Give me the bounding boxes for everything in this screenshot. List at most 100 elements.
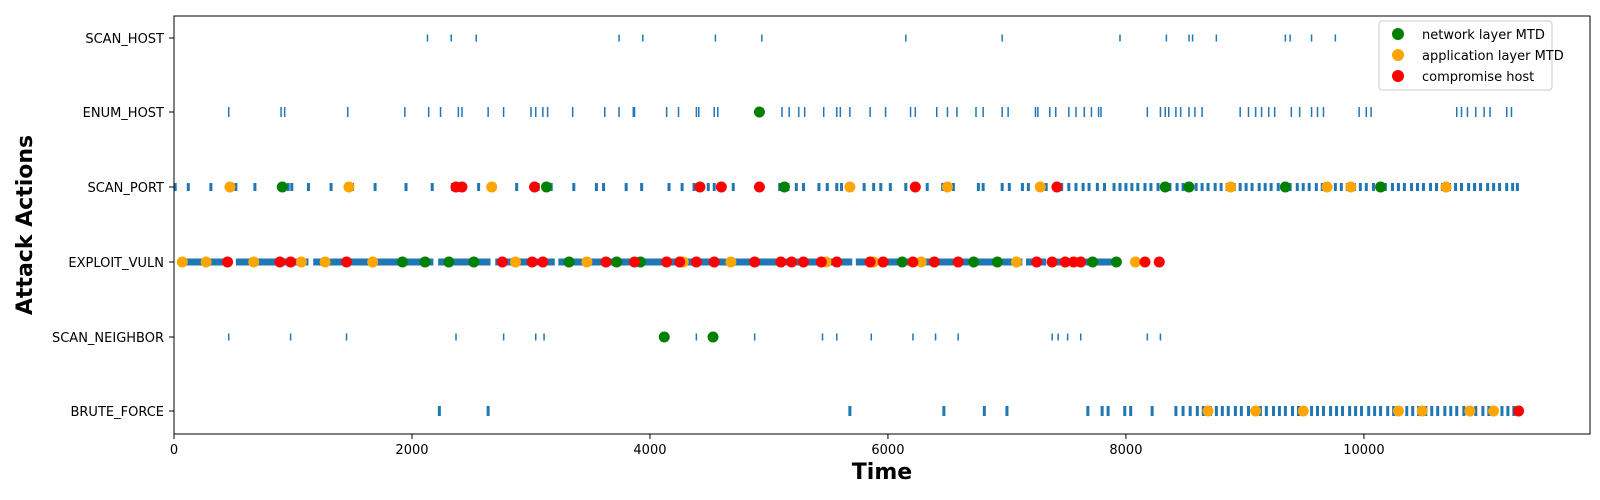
action-tick-scan-port-40 [840, 183, 844, 191]
action-tick-scan-port-22 [594, 183, 598, 191]
action-tick-scan-port-111 [1390, 183, 1394, 191]
marker-application-layer-mtd-19 [725, 256, 737, 268]
marker-compromise-host-2 [529, 181, 541, 193]
action-tick-enum-host-23 [698, 107, 700, 117]
action-tick-brute-force-8 [1106, 406, 1110, 416]
action-tick-brute-force-7 [1100, 406, 1104, 416]
action-tick-scan-port-77 [1175, 183, 1179, 191]
action-tick-enum-host-38 [914, 107, 917, 117]
action-tick-scan-port-98 [1307, 183, 1311, 191]
action-tick-enum-host-82 [1475, 107, 1477, 117]
action-tick-brute-force-33 [1310, 406, 1314, 416]
action-tick-enum-host-68 [1260, 107, 1263, 117]
action-tick-scan-port-67 [1112, 183, 1116, 191]
marker-compromise-host-16 [628, 256, 640, 268]
action-tick-scan-neighbor-18 [1057, 333, 1059, 341]
marker-application-layer-mtd-22 [915, 256, 927, 268]
action-tick-enum-host-31 [822, 107, 825, 117]
marker-network-layer-mtd-18 [1087, 256, 1099, 268]
marker-network-layer-mtd-20 [658, 331, 670, 343]
action-tick-scan-host-5 [714, 34, 717, 42]
marker-compromise-host-5 [753, 181, 765, 193]
action-tick-enum-host-25 [717, 107, 719, 117]
action-tick-scan-port-130 [1511, 183, 1515, 191]
action-tick-scan-port-24 [624, 183, 628, 191]
action-tick-brute-force-53 [1436, 406, 1440, 416]
legend-marker-application-layer-mtd [1392, 49, 1404, 61]
action-tick-enum-host-2 [283, 107, 286, 117]
x-axis-title: Time [852, 460, 912, 485]
action-tick-scan-port-89 [1250, 183, 1254, 191]
action-tick-brute-force-52 [1430, 406, 1434, 416]
marker-compromise-host-1 [456, 181, 468, 193]
action-tick-enum-host-53 [1090, 107, 1093, 117]
marker-compromise-host-4 [715, 181, 727, 193]
action-tick-enum-host-73 [1310, 107, 1313, 117]
action-tick-scan-port-125 [1479, 183, 1483, 191]
action-tick-brute-force-43 [1373, 406, 1377, 416]
action-tick-enum-host-27 [781, 107, 783, 117]
action-tick-scan-port-53 [1000, 183, 1004, 191]
action-tick-enum-host-84 [1489, 107, 1491, 117]
action-tick-enum-host-4 [404, 107, 406, 117]
y-tick-label-exploit-vuln: EXPLOIT_VULN [68, 256, 164, 271]
action-tick-brute-force-3 [942, 406, 946, 416]
action-tick-enum-host-39 [935, 107, 938, 117]
action-tick-enum-host-30 [803, 107, 806, 117]
action-tick-enum-host-45 [1007, 107, 1009, 117]
marker-network-layer-mtd-7 [753, 106, 765, 118]
action-tick-scan-port-99 [1314, 183, 1318, 191]
marker-application-layer-mtd-26 [1250, 405, 1262, 417]
action-tick-enum-host-3 [346, 107, 349, 117]
action-tick-enum-host-34 [849, 107, 851, 117]
action-tick-scan-neighbor-15 [934, 333, 937, 341]
action-tick-scan-host-12 [1191, 34, 1194, 42]
legend-box [1378, 20, 1553, 91]
action-tick-enum-host-79 [1455, 107, 1458, 117]
action-tick-scan-host-8 [1001, 34, 1003, 42]
action-tick-brute-force-59 [1474, 406, 1478, 416]
marker-compromise-host-39 [1513, 405, 1525, 417]
action-tick-scan-port-29 [706, 183, 710, 191]
action-tick-enum-host-6 [439, 107, 442, 117]
marker-network-layer-mtd-13 [611, 256, 623, 268]
action-tick-scan-neighbor-4 [502, 333, 505, 341]
action-tick-scan-port-126 [1486, 183, 1490, 191]
action-tick-brute-force-5 [1005, 406, 1009, 416]
action-tick-brute-force-2 [848, 406, 852, 416]
plot-area [173, 34, 1525, 417]
action-tick-enum-host-7 [457, 107, 460, 117]
action-tick-scan-port-107 [1364, 183, 1368, 191]
marker-application-layer-mtd-17 [581, 256, 593, 268]
action-tick-scan-port-48 [925, 183, 929, 191]
action-tick-brute-force-44 [1379, 406, 1383, 416]
marker-compromise-host-29 [907, 256, 919, 268]
action-tick-enum-host-36 [884, 107, 887, 117]
action-tick-brute-force-13 [1181, 406, 1185, 416]
action-tick-scan-port-96 [1295, 183, 1299, 191]
marker-compromise-host-3 [694, 181, 706, 193]
action-tick-scan-neighbor-10 [753, 333, 756, 341]
marker-application-layer-mtd-8 [1345, 181, 1357, 193]
action-tick-enum-host-46 [1034, 107, 1037, 117]
action-tick-enum-host-22 [695, 107, 698, 117]
action-tick-scan-port-9 [306, 183, 310, 191]
action-tick-scan-port-56 [1026, 183, 1030, 191]
action-tick-enum-host-83 [1483, 107, 1485, 117]
action-tick-scan-port-26 [667, 183, 671, 191]
action-tick-enum-host-8 [461, 107, 463, 117]
action-tick-enum-host-35 [869, 107, 871, 117]
action-tick-scan-port-45 [888, 183, 892, 191]
action-tick-brute-force-20 [1226, 406, 1230, 416]
action-tick-scan-port-39 [835, 183, 839, 191]
action-tick-scan-neighbor-6 [543, 333, 545, 341]
action-tick-scan-port-70 [1130, 183, 1134, 191]
action-tick-scan-port-128 [1498, 183, 1502, 191]
action-tick-brute-force-40 [1354, 406, 1358, 416]
action-tick-enum-host-17 [618, 107, 620, 117]
marker-compromise-host-19 [690, 256, 702, 268]
action-tick-enum-host-71 [1290, 107, 1293, 117]
action-tick-enum-host-13 [542, 107, 544, 117]
legend-label-application-layer-mtd: application layer MTD [1422, 49, 1564, 64]
action-tick-scan-port-5 [234, 183, 238, 191]
